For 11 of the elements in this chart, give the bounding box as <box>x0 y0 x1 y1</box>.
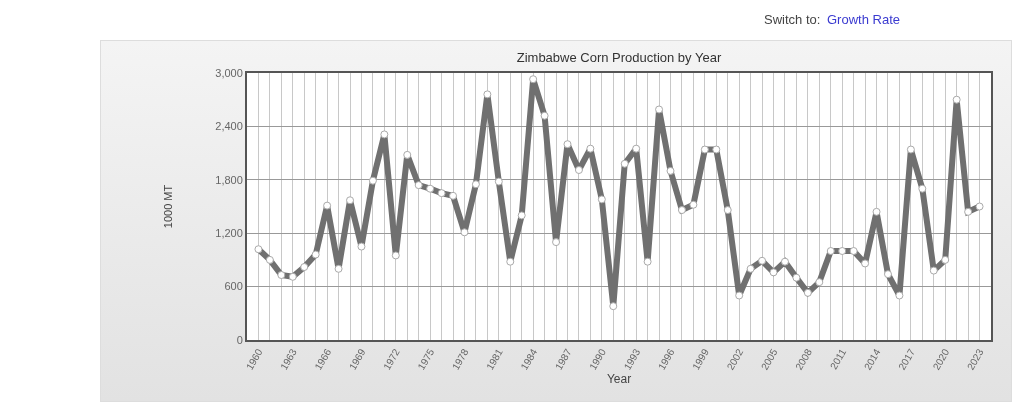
text: Switch to: <box>764 12 821 27</box>
y-tick-label: 3,000 <box>215 66 243 79</box>
chart-title: Zimbabwe Corn Production by Year <box>516 49 722 65</box>
y-tick-label: 1,800 <box>215 173 243 186</box>
text: Growth Rate <box>827 12 900 27</box>
y-tick-label: 600 <box>224 280 243 293</box>
y-tick-label: 0 <box>236 333 243 346</box>
y-tick-label: 2,400 <box>215 120 243 133</box>
y-tick-label: 1,200 <box>215 227 243 240</box>
x-axis-title: Year <box>606 372 632 387</box>
y-axis-title: 1000 MT <box>162 184 175 229</box>
